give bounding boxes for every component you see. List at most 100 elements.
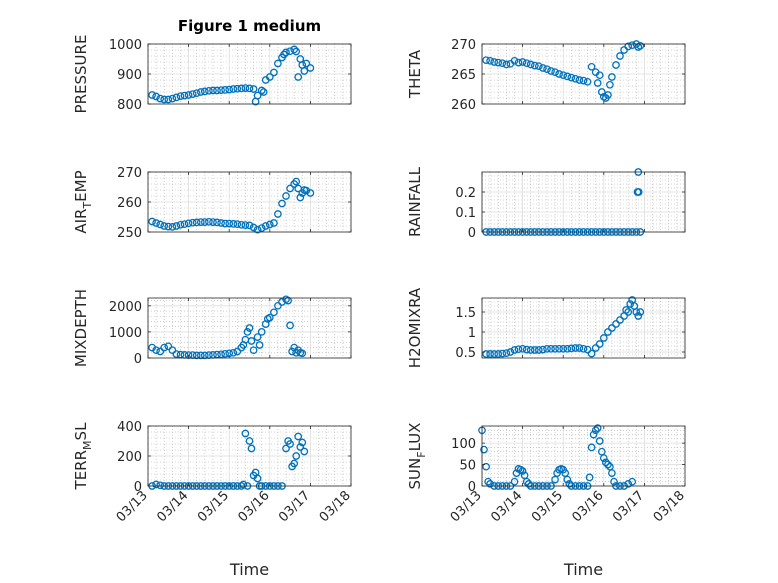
data-series (482, 296, 645, 358)
axes-box (481, 297, 686, 359)
data-point (300, 67, 309, 75)
data-point (543, 65, 551, 74)
data-point (595, 71, 604, 80)
y-tick-label: 260 (117, 196, 142, 211)
y-tick-label: 0 (134, 480, 142, 495)
data-point (482, 462, 490, 471)
data-point (589, 430, 598, 439)
data-point (265, 313, 274, 322)
data-point (221, 86, 229, 94)
data-point (563, 72, 572, 81)
data-point (593, 79, 602, 87)
data-point (278, 199, 286, 208)
y-axis-label: RAINFALL (406, 166, 424, 237)
data-point (245, 221, 254, 230)
y-tick-label: 1 (468, 326, 476, 341)
x-tick-label: 03/13 (448, 488, 485, 525)
data-point (632, 308, 641, 316)
data-point (241, 84, 250, 92)
x-tick-label: 03/13 (114, 488, 151, 525)
data-point (518, 344, 527, 353)
data-point (152, 480, 160, 489)
data-point (225, 85, 234, 94)
data-point (156, 94, 165, 103)
y-tick-label: 1000 (109, 38, 142, 53)
data-point (261, 222, 270, 230)
data-point (484, 477, 492, 486)
data-point (522, 477, 531, 486)
data-point (286, 184, 294, 193)
data-point (593, 424, 602, 432)
data-point (280, 50, 288, 59)
data-point (608, 469, 616, 477)
x-axis-label: Time (563, 560, 603, 579)
data-point (539, 64, 547, 72)
data-point (579, 76, 588, 85)
data-point (510, 346, 519, 354)
data-series (478, 424, 637, 490)
data-point (601, 458, 610, 467)
data-point (292, 47, 301, 56)
data-point (522, 59, 531, 68)
data-point (180, 220, 189, 229)
y-tick-label: 270 (451, 38, 476, 53)
y-tick-label: 50 (459, 459, 476, 474)
data-point (233, 220, 242, 229)
data-point (561, 469, 570, 477)
data-point (595, 340, 604, 348)
data-point (253, 333, 262, 341)
data-point (567, 344, 576, 353)
data-point (217, 86, 225, 95)
data-point (274, 59, 282, 68)
data-point (196, 218, 205, 226)
data-point (156, 347, 165, 356)
data-point (233, 347, 242, 356)
y-tick-label: 1000 (109, 326, 142, 341)
data-series (148, 45, 315, 106)
data-point (296, 443, 305, 451)
data-point (502, 349, 511, 358)
data-point (255, 341, 264, 349)
data-point (296, 193, 305, 202)
data-point (164, 342, 173, 351)
data-point (587, 349, 596, 358)
data-point (282, 444, 290, 453)
x-tick-label: 03/16 (236, 488, 273, 525)
chart-panel-1: 260 265 270 THETA (406, 38, 686, 113)
x-tick-label: 03/15 (195, 488, 232, 525)
data-point (249, 85, 258, 93)
data-point (604, 460, 612, 469)
data-point (245, 437, 254, 445)
data-point (526, 60, 535, 69)
data-point (188, 90, 197, 98)
data-point (530, 61, 539, 70)
data-point (480, 445, 488, 454)
data-point (530, 346, 539, 354)
data-point (571, 344, 580, 352)
data-point (209, 218, 217, 226)
data-point (237, 84, 246, 93)
data-point (624, 480, 633, 488)
data-point (253, 474, 262, 483)
data-point (164, 95, 173, 104)
data-point (624, 308, 633, 316)
data-point (616, 316, 624, 324)
data-point (172, 222, 181, 230)
data-point (225, 219, 234, 228)
data-point (148, 217, 156, 226)
data-point (286, 321, 294, 330)
data-point (502, 60, 511, 69)
data-point (514, 58, 523, 67)
data-point (575, 344, 584, 352)
data-point (636, 41, 645, 50)
x-tick-label: 03/17 (276, 488, 313, 525)
data-point (555, 70, 563, 78)
data-point (253, 225, 262, 234)
y-tick-label: 250 (117, 226, 142, 241)
data-point (205, 86, 213, 95)
data-point (610, 477, 618, 486)
data-point (160, 222, 169, 230)
data-point (229, 85, 238, 93)
data-point (534, 62, 543, 71)
y-axis-label: MIXDEPTH (72, 289, 90, 367)
